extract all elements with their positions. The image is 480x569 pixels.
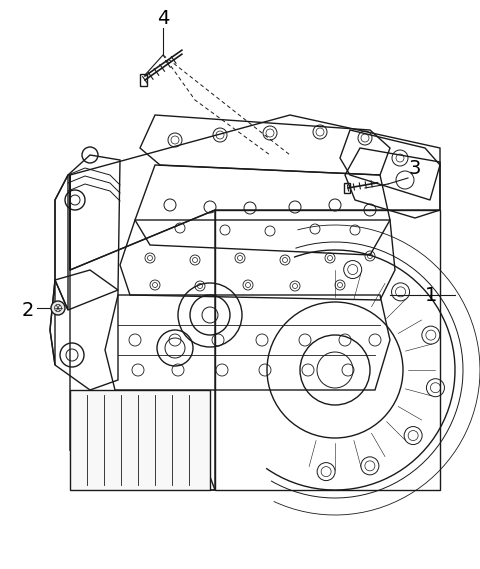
Polygon shape	[215, 210, 440, 490]
Text: 4: 4	[157, 9, 169, 27]
Text: 3: 3	[409, 159, 421, 178]
Text: 2: 2	[22, 300, 34, 320]
Polygon shape	[70, 390, 210, 490]
Circle shape	[51, 301, 65, 315]
Text: 1: 1	[425, 286, 437, 304]
